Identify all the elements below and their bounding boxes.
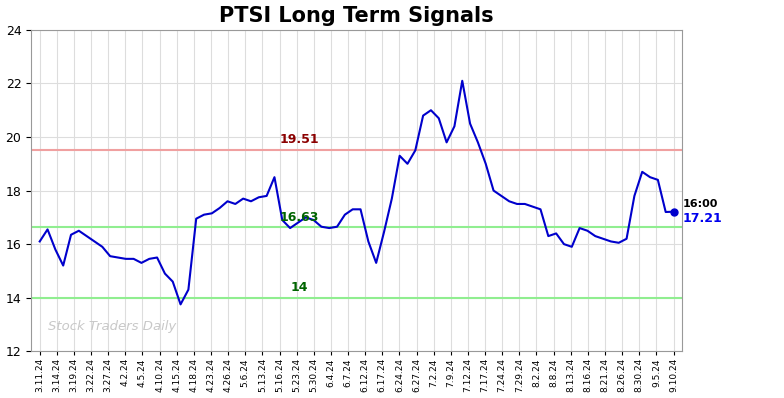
Text: 19.51: 19.51 xyxy=(280,133,319,146)
Text: 17.21: 17.21 xyxy=(683,212,723,225)
Text: 16:00: 16:00 xyxy=(683,199,718,209)
Text: 14: 14 xyxy=(291,281,308,295)
Text: Stock Traders Daily: Stock Traders Daily xyxy=(49,320,176,332)
Title: PTSI Long Term Signals: PTSI Long Term Signals xyxy=(220,6,494,25)
Text: 16.63: 16.63 xyxy=(280,211,319,224)
